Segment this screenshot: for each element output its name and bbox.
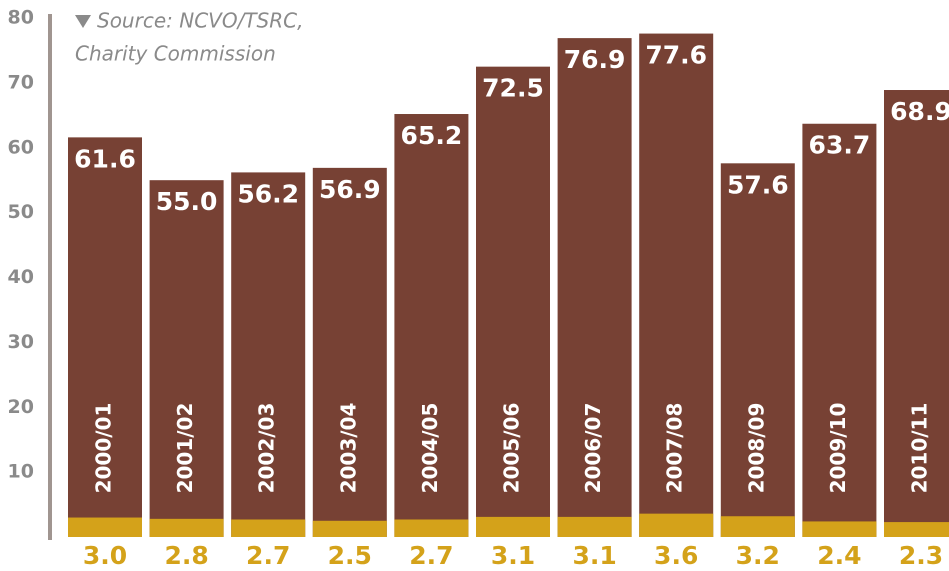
value-label: 61.6 — [74, 144, 136, 173]
value-label: 2.4 — [817, 541, 861, 570]
y-tick-label: 30 — [8, 331, 34, 353]
bar — [557, 516, 632, 537]
y-tick-label: 40 — [8, 266, 34, 288]
y-tick-label: 80 — [8, 7, 34, 29]
value-label: 55.0 — [156, 187, 218, 216]
category-label: 2010/11 — [908, 403, 932, 494]
bar — [802, 123, 877, 537]
value-label: 3.1 — [572, 541, 616, 570]
category-label: 2000/01 — [92, 403, 116, 494]
category-label: 2009/10 — [826, 403, 850, 494]
value-label: 2.7 — [246, 541, 290, 570]
value-label: 76.9 — [564, 45, 626, 74]
bar — [149, 518, 224, 537]
value-label: 63.7 — [809, 131, 871, 160]
y-tick-label: 60 — [8, 136, 34, 158]
value-label: 2.7 — [409, 541, 453, 570]
bar — [231, 519, 306, 537]
value-label: 56.9 — [319, 175, 381, 204]
y-tick-label: 70 — [8, 71, 34, 93]
bar — [884, 90, 949, 537]
value-label: 3.1 — [491, 541, 535, 570]
bar — [476, 516, 550, 537]
source-icon — [75, 15, 91, 28]
bar — [231, 172, 306, 537]
category-label: 2008/09 — [744, 403, 768, 494]
y-tick-label: 50 — [8, 201, 34, 223]
bar — [557, 38, 632, 538]
value-label: 2.3 — [899, 541, 943, 570]
bar — [476, 66, 550, 537]
bar — [394, 114, 469, 537]
bar — [68, 137, 142, 537]
value-label: 2.8 — [164, 541, 208, 570]
bar — [802, 521, 877, 537]
y-tick-label: 20 — [8, 396, 34, 418]
value-label: 72.5 — [482, 74, 544, 103]
bar — [639, 513, 714, 537]
bar — [312, 167, 387, 537]
category-label: 2002/03 — [255, 403, 279, 494]
category-label: 2001/02 — [173, 403, 197, 494]
bar — [68, 517, 142, 537]
value-label: 65.2 — [401, 121, 463, 150]
bar — [720, 516, 795, 537]
category-label: 2007/08 — [663, 403, 687, 494]
category-label: 2005/06 — [500, 403, 524, 494]
y-tick-label: 10 — [8, 461, 34, 483]
value-label: 3.2 — [736, 541, 780, 570]
value-label: 68.9 — [890, 97, 949, 126]
value-label: 57.6 — [727, 170, 789, 199]
bar — [394, 519, 469, 537]
value-label: 3.0 — [83, 541, 127, 570]
category-label: 2006/07 — [581, 403, 605, 494]
value-label: 56.2 — [237, 179, 299, 208]
bar — [884, 522, 949, 537]
category-label: 2004/05 — [418, 403, 442, 494]
bar — [720, 163, 795, 537]
bar — [149, 180, 224, 537]
value-label: 2.5 — [328, 541, 372, 570]
source-text: Charity Commission — [75, 42, 276, 66]
value-label: 77.6 — [645, 41, 707, 70]
bar — [639, 33, 714, 537]
value-label: 3.6 — [654, 541, 698, 570]
category-label: 2003/04 — [336, 403, 360, 494]
y-axis — [48, 14, 52, 540]
bar — [312, 520, 387, 537]
source-text: Source: NCVO/TSRC, — [97, 9, 303, 33]
